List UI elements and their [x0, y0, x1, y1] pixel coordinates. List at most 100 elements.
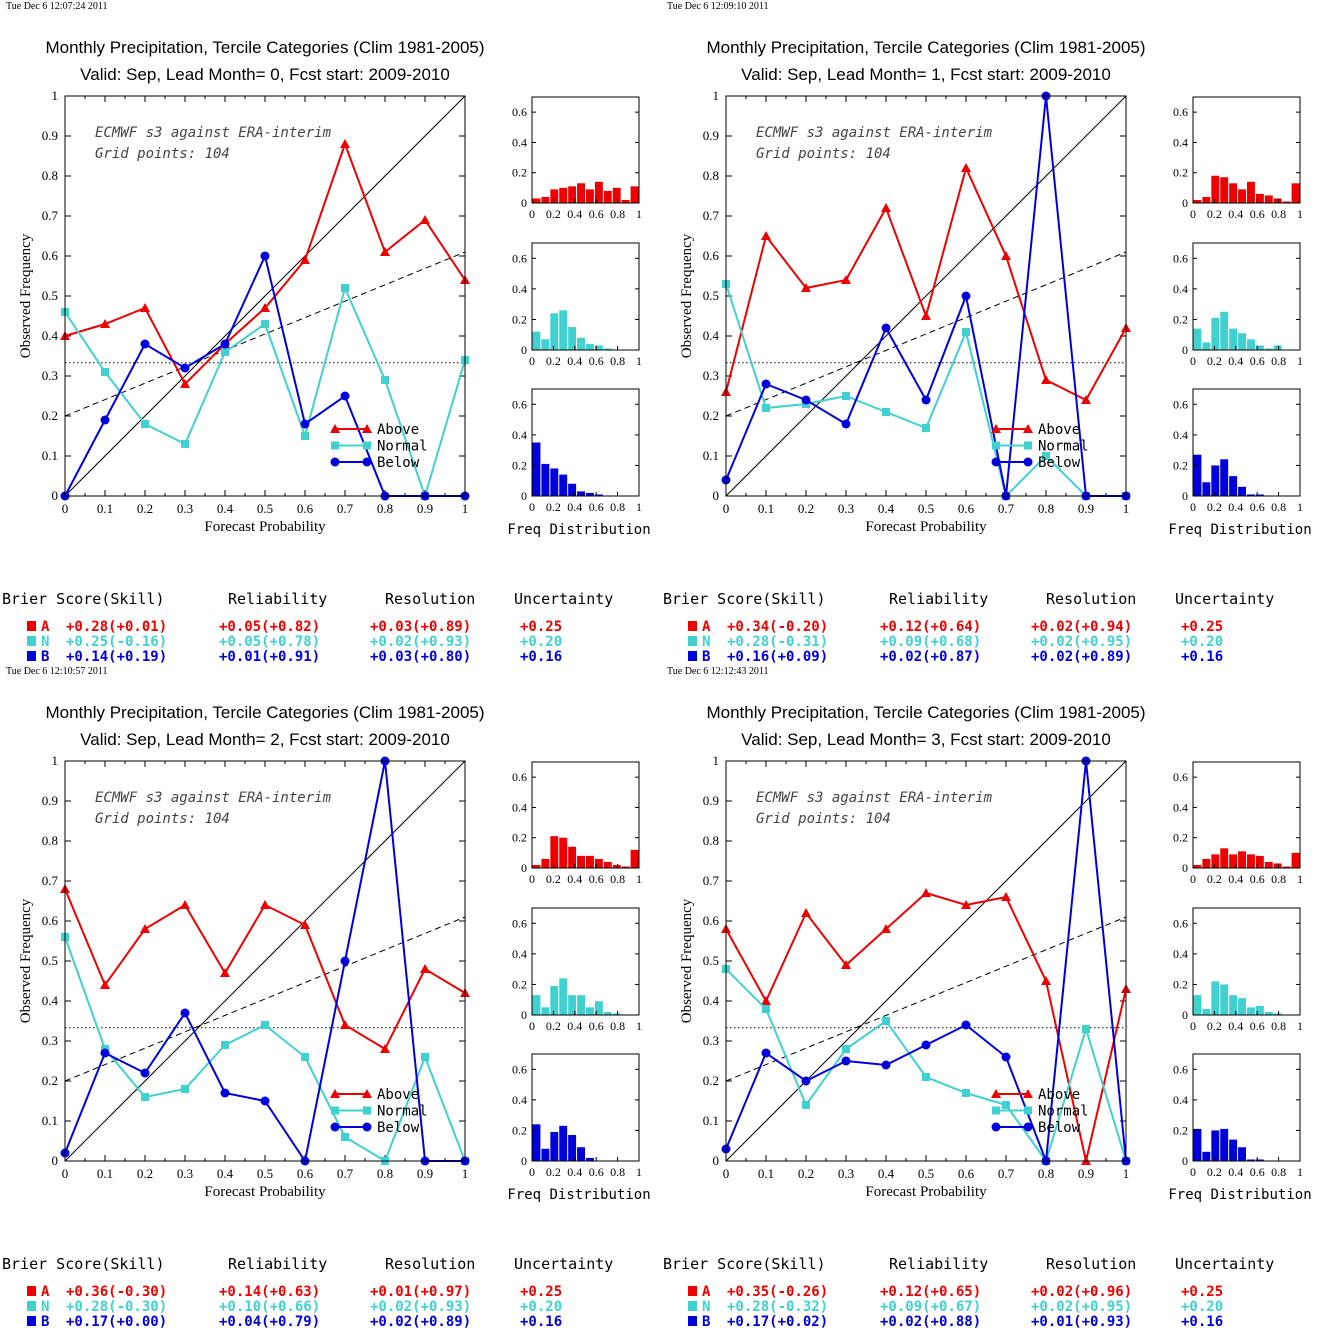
point-below	[100, 415, 110, 425]
y-tick-label: 1	[713, 88, 720, 103]
hist-x-tick-label: 1	[636, 207, 642, 221]
hist-x-tick-label: 0.4	[567, 1019, 582, 1033]
histogram-bar	[594, 181, 603, 203]
histogram-bar	[1273, 198, 1282, 203]
point-above	[180, 900, 190, 909]
point-normal	[181, 440, 189, 448]
chart-panel-3: Tue Dec 6 12:12:43 2011 Monthly Precipita…	[663, 666, 1312, 1330]
histogram-frame	[531, 388, 640, 497]
histogram-bar	[603, 861, 612, 868]
hist-x-tick-label: 0	[529, 207, 535, 221]
x-tick-label: 0.8	[377, 501, 393, 516]
hist-x-tick-label: 0.6	[1250, 207, 1265, 221]
y-tick-label: 0.3	[42, 368, 58, 383]
hist-x-tick-label: 0.2	[546, 1165, 561, 1179]
histogram-below: 0 0.2 0.4 0.6 0 0.2 0.4 0.6 0.8 1	[1173, 388, 1303, 514]
resolution-score: +0.03(+0.89)	[370, 619, 471, 635]
y-tick-label: 0.5	[42, 953, 58, 968]
chart-subtitle: Valid: Sep, Lead Month= 2, Fcst start: 2…	[80, 730, 450, 749]
hist-x-tick-label: 0.8	[610, 1019, 625, 1033]
histogram-bar	[577, 183, 585, 203]
score-header: Reliability	[889, 1255, 988, 1273]
hist-y-tick-label: 0.2	[1173, 977, 1188, 991]
resolution-score: +0.01(+0.93)	[1031, 1314, 1132, 1330]
point-normal	[341, 284, 349, 292]
histogram-bar	[1264, 195, 1273, 203]
legend-marker	[362, 424, 372, 433]
score-header: Resolution	[1046, 590, 1136, 608]
x-axis-label: Forecast Probability	[865, 1184, 987, 1200]
perfect-reliability-line	[64, 95, 466, 497]
annotation-model: ECMWF s3 against ERA-interim	[756, 125, 993, 141]
point-below	[100, 1048, 110, 1058]
histogram-bar	[1193, 864, 1202, 868]
hist-x-tick-label: 0.6	[589, 500, 604, 514]
point-below	[961, 1020, 971, 1030]
hist-x-tick-label: 0.8	[610, 207, 625, 221]
hist-y-tick-label: 0.6	[1173, 397, 1188, 411]
y-tick-label: 0.5	[703, 953, 719, 968]
score-header: Reliability	[228, 590, 327, 608]
x-tick-label: 0.8	[377, 1166, 393, 1181]
histogram-bar	[621, 199, 630, 203]
histogram-frame	[1192, 96, 1301, 204]
point-below	[841, 419, 851, 429]
y-tick-label: 0.3	[703, 368, 719, 383]
hist-x-tick-label: 0.8	[610, 1165, 625, 1179]
histogram-bar	[621, 866, 630, 868]
legend-marker	[1024, 1106, 1032, 1115]
legend-marker	[1023, 424, 1033, 433]
score-header: Reliability	[228, 1255, 327, 1273]
score-category-swatch	[688, 636, 697, 646]
hist-x-tick-label: 1	[1297, 500, 1303, 514]
x-tick-label: 0.6	[297, 1166, 314, 1181]
histogram-bar	[586, 189, 594, 203]
reliability-score: +0.09(+0.67)	[880, 1299, 981, 1315]
x-tick-label: 0.3	[177, 501, 193, 516]
hist-y-tick-label: 0	[521, 861, 527, 875]
histogram-frame	[531, 96, 640, 204]
hist-x-tick-label: 0	[529, 1019, 535, 1033]
point-above	[801, 908, 811, 917]
hist-x-tick-label: 0.2	[546, 500, 561, 514]
point-normal	[301, 432, 309, 440]
point-below	[140, 339, 150, 349]
x-tick-label: 0	[62, 501, 69, 516]
y-tick-label: 1	[713, 753, 720, 768]
legend-marker	[1023, 1089, 1033, 1098]
x-tick-label: 0.9	[417, 501, 433, 516]
histogram-bar	[568, 846, 577, 868]
legend-label-normal: Normal	[1038, 439, 1089, 455]
histogram-bar	[1202, 858, 1211, 868]
histogram-above: 0 0.2 0.4 0.6 0 0.2 0.4 0.6 0.8 1	[512, 761, 642, 886]
brier-score: +0.28(-0.32)	[727, 1299, 828, 1315]
hist-x-tick-label: 0.6	[589, 207, 604, 221]
hist-y-tick-label: 0.2	[1173, 458, 1188, 472]
histogram-bar	[1238, 486, 1246, 496]
legend-marker	[992, 1106, 1000, 1115]
histogram-bar	[568, 1135, 577, 1161]
hist-x-tick-label: 0.4	[567, 354, 582, 368]
y-tick-label: 0.3	[703, 1033, 719, 1048]
point-normal	[341, 1133, 349, 1141]
legend-marker	[991, 457, 1001, 467]
x-axis-label: Forecast Probability	[865, 519, 987, 535]
histogram-frame	[531, 761, 640, 869]
hist-y-tick-label: 0.2	[1173, 312, 1188, 326]
score-category-swatch	[27, 1286, 36, 1296]
hist-x-tick-label: 0.4	[567, 207, 582, 221]
x-tick-label: 0.3	[838, 501, 854, 516]
histogram-bar	[1193, 199, 1202, 203]
histogram-bar	[541, 196, 550, 203]
legend-marker	[1023, 1122, 1033, 1132]
uncertainty-score: +0.16	[1181, 1314, 1223, 1330]
chart-title: Monthly Precipitation, Tercile Categorie…	[45, 38, 484, 57]
histogram-bar	[1264, 861, 1273, 868]
y-tick-label: 0.4	[703, 328, 720, 343]
y-tick-label: 0.2	[42, 1073, 58, 1088]
point-below	[921, 395, 931, 405]
y-tick-label: 0	[713, 1153, 720, 1168]
reliability-score: +0.05(+0.78)	[219, 634, 320, 650]
histogram-bar	[1193, 995, 1202, 1015]
x-tick-label: 0.4	[217, 1166, 234, 1181]
